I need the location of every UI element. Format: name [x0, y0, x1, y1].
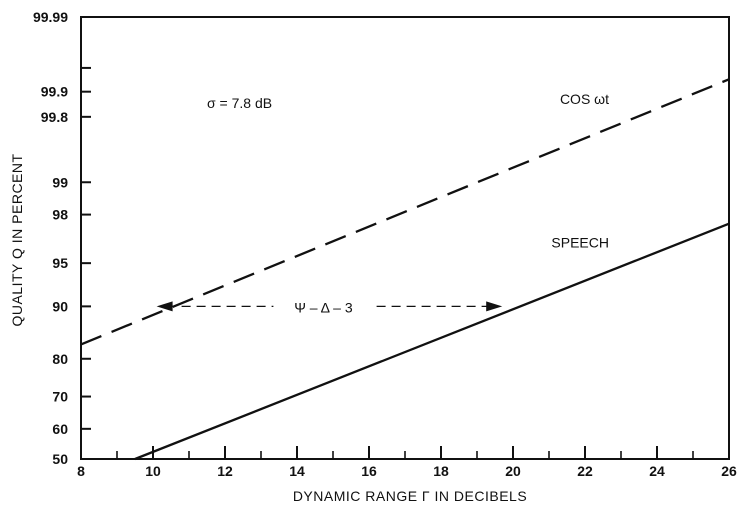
- y-tick-label: 99: [52, 174, 68, 190]
- cos-wt-label: COS ωt: [560, 91, 609, 107]
- axis-ticks: 8 10 12 14 16 18 20 22 24 26 50 60 70 80 90 95 98 99 99.8 9…: [33, 9, 737, 479]
- x-tick-label: 14: [289, 463, 305, 479]
- x-tick-label: 8: [77, 463, 85, 479]
- offset-arrow-head-right: [486, 301, 503, 312]
- cos-wt-line: [80, 78, 730, 346]
- y-tick-label: 80: [52, 351, 68, 367]
- x-tick-label: 12: [217, 463, 233, 479]
- x-tick-label: 18: [433, 463, 449, 479]
- plot-frame: [80, 16, 730, 460]
- x-tick-label: 16: [361, 463, 377, 479]
- y-tick-label: 99.9: [41, 84, 68, 100]
- x-axis-title: DYNAMIC RANGE Γ IN DECIBELS: [293, 488, 527, 504]
- x-tick-label: 24: [649, 463, 665, 479]
- x-tick-label: 26: [721, 463, 737, 479]
- x-tick-label: 10: [145, 463, 161, 479]
- y-tick-label: 50: [52, 451, 68, 467]
- offset-arrow-head-left: [156, 301, 173, 312]
- sigma-annotation: σ = 7.8 dB: [207, 95, 272, 111]
- y-tick-label: 90: [52, 298, 68, 314]
- plot-axes: [80, 16, 730, 460]
- x-tick-label: 20: [505, 463, 521, 479]
- annotation-layer: σ = 7.8 dB Ψ – Δ – 3: [156, 95, 503, 317]
- y-tick-label: 70: [52, 389, 68, 405]
- offset-annotation: Ψ – Δ – 3: [294, 299, 353, 315]
- series-layer: COS ωt SPEECH: [80, 78, 730, 461]
- x-tick-label: 22: [577, 463, 593, 479]
- speech-label: SPEECH: [551, 234, 609, 250]
- y-tick-label: 99.8: [41, 109, 68, 125]
- y-tick-label: 99.99: [33, 9, 68, 25]
- y-tick-label: 98: [52, 207, 68, 223]
- speech-line: [134, 222, 730, 461]
- y-tick-label: 95: [52, 255, 68, 271]
- y-tick-label: 60: [52, 421, 68, 437]
- offset-label-background: [273, 294, 374, 317]
- y-axis-title: QUALITY Q IN PERCENT: [9, 153, 25, 326]
